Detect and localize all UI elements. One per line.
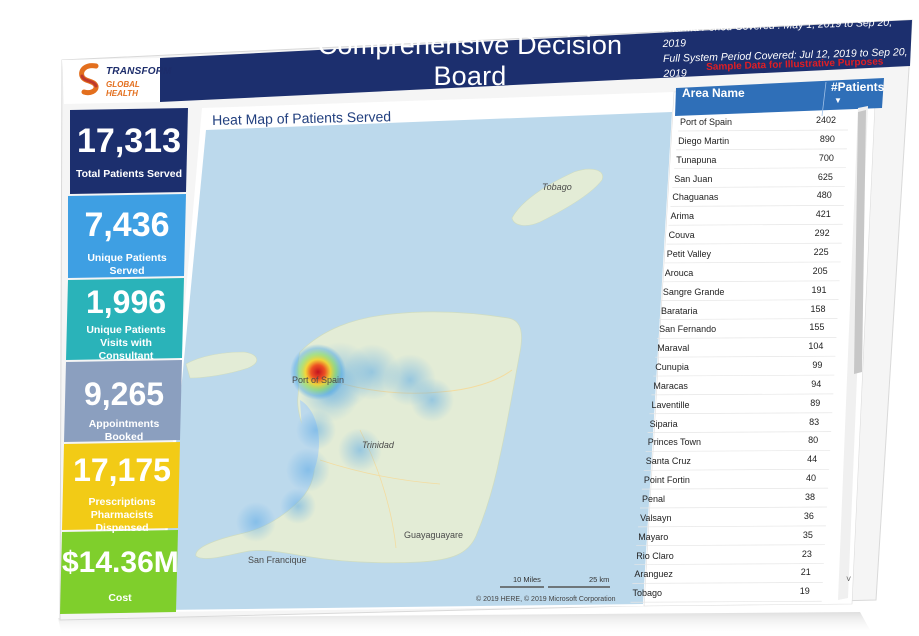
table-row-patients: 890: [819, 133, 835, 144]
sort-descending-icon[interactable]: ▼: [834, 96, 842, 105]
table-row-area[interactable]: Barataria: [661, 305, 698, 316]
column-header-patients[interactable]: #Patients: [831, 80, 885, 94]
kpi-value: 9,265: [83, 376, 165, 412]
map-scale-bar: [500, 586, 610, 588]
column-header-area[interactable]: Area Name: [682, 86, 745, 100]
table-row-area[interactable]: Valsayn: [640, 512, 672, 523]
table-row-patients: 38: [804, 492, 815, 502]
table-row-patients: 480: [816, 190, 832, 201]
table-row-area[interactable]: San Juan: [674, 173, 713, 184]
kpi-consultant-visits[interactable]: 1,996 Unique Patients Visits with Consul…: [68, 280, 184, 362]
logo-tagline: GLOBAL HEALTH: [106, 80, 140, 98]
table-row-area[interactable]: Arima: [670, 211, 695, 222]
table-row-patients: 35: [802, 529, 813, 540]
table-row-patients: 625: [817, 171, 833, 182]
table-row-patients: 205: [812, 265, 828, 276]
table-row-patients: 225: [813, 246, 829, 257]
company-logo: TRANSFORM GLOBAL HEALTH: [76, 60, 171, 100]
table-row-patients: 94: [811, 378, 822, 389]
map-scale-km: 25 km: [589, 575, 610, 584]
kpi-value: 17,313: [77, 122, 181, 160]
kpi-value: 7,436: [84, 206, 170, 244]
table-row-patients: 21: [800, 567, 811, 578]
kpi-label: Appointments Booked: [88, 418, 160, 443]
kpi-cost[interactable]: $14.36M Cost: [62, 532, 179, 614]
table-row-patients: 44: [807, 454, 818, 465]
table-row-patients: 83: [809, 416, 820, 427]
map-label-tobago: Tobago: [542, 182, 572, 192]
table-row-area[interactable]: Princes Town: [647, 437, 702, 448]
table-row-area[interactable]: San Fernando: [659, 324, 717, 335]
table-row-patients: 89: [810, 397, 821, 408]
table-row-area[interactable]: Maracas: [653, 380, 688, 391]
table-row-area[interactable]: Tobago: [632, 588, 663, 599]
table-row-area[interactable]: Maraval: [657, 343, 690, 354]
scroll-down-icon[interactable]: ˅: [846, 574, 852, 584]
table-row-patients: 40: [806, 473, 817, 484]
kpi-appointments[interactable]: 9,265 Appointments Booked: [66, 362, 182, 443]
kpi-unique-patients[interactable]: 7,436 Unique Patients Served: [68, 196, 186, 278]
table-row-area[interactable]: Sangre Grande: [662, 286, 725, 297]
table-row-area[interactable]: Siparia: [649, 418, 678, 429]
map-copyright: © 2019 HERE, © 2019 Microsoft Corporatio…: [476, 596, 616, 603]
table-row-area[interactable]: Tunapuna: [676, 154, 717, 165]
period-info: Pharma Period Covered : May 1, 2019 to S…: [662, 15, 914, 82]
kpi-total-patients[interactable]: 17,313 Total Patients Served: [70, 110, 188, 194]
logo-name: TRANSFORM: [106, 66, 172, 77]
table-row-patients: 104: [808, 341, 824, 352]
table-row-area[interactable]: Arouca: [664, 267, 694, 278]
table-row-area[interactable]: Mayaro: [638, 531, 669, 542]
logo-swirl-icon: [79, 63, 99, 96]
table-row-patients: 421: [815, 209, 831, 220]
map-label-port-of-spain: Port of Spain: [292, 375, 345, 385]
table-row-patients: 2402: [815, 115, 836, 125]
table-row-patients: 80: [808, 435, 819, 446]
table-row-patients: 19: [799, 586, 810, 597]
table-row-patients: 155: [809, 322, 825, 333]
table-row-area[interactable]: Rio Claro: [636, 550, 674, 561]
table-row-area[interactable]: Port of Spain: [680, 117, 733, 127]
table-row-area[interactable]: Petit Valley: [666, 248, 712, 259]
table-row-area[interactable]: Penal: [642, 494, 666, 504]
table-row-patients: 36: [803, 510, 814, 521]
map-scale-miles: 10 Miles: [513, 575, 541, 584]
table-row-area[interactable]: Couva: [668, 230, 695, 241]
table-row-patients: 158: [810, 303, 826, 314]
map-label-guayaguayare: Guayaguayare: [404, 530, 464, 540]
kpi-label: Unique Patients Visits with Consultant: [86, 324, 166, 362]
table-row-area[interactable]: Diego Martin: [678, 135, 730, 146]
kpi-value: 1,996: [85, 284, 167, 320]
map-label-san-francique: San Francique: [248, 555, 307, 565]
table-row-area[interactable]: Cunupia: [655, 362, 689, 373]
table-row-area[interactable]: Santa Cruz: [645, 456, 691, 467]
table-row-patients: 700: [818, 152, 834, 163]
table-row-patients: 191: [811, 284, 827, 295]
kpi-value: 17,175: [73, 452, 171, 488]
kpi-label: Unique Patients Served: [87, 252, 167, 277]
kpi-label: Prescriptions Pharmacists Dispensed: [88, 496, 156, 534]
table-row-area[interactable]: Point Fortin: [643, 475, 690, 486]
map-label-trinidad: Trinidad: [362, 440, 394, 450]
kpi-prescriptions[interactable]: 17,175 Prescriptions Pharmacists Dispens…: [64, 444, 180, 534]
table-row-area[interactable]: Chaguanas: [672, 192, 719, 203]
table-row-patients: 23: [801, 548, 812, 559]
table-row-patients: 99: [812, 360, 823, 371]
kpi-label: Total Patients Served: [75, 168, 182, 180]
table-row-patients: 292: [814, 228, 830, 239]
kpi-label: Cost: [108, 592, 132, 604]
kpi-value: $14.36M: [62, 546, 179, 579]
table-row-area[interactable]: Laventille: [651, 399, 690, 410]
page-title: Comprehensive Decision Board: [317, 30, 623, 91]
table-row-area[interactable]: Aranguez: [634, 569, 673, 580]
